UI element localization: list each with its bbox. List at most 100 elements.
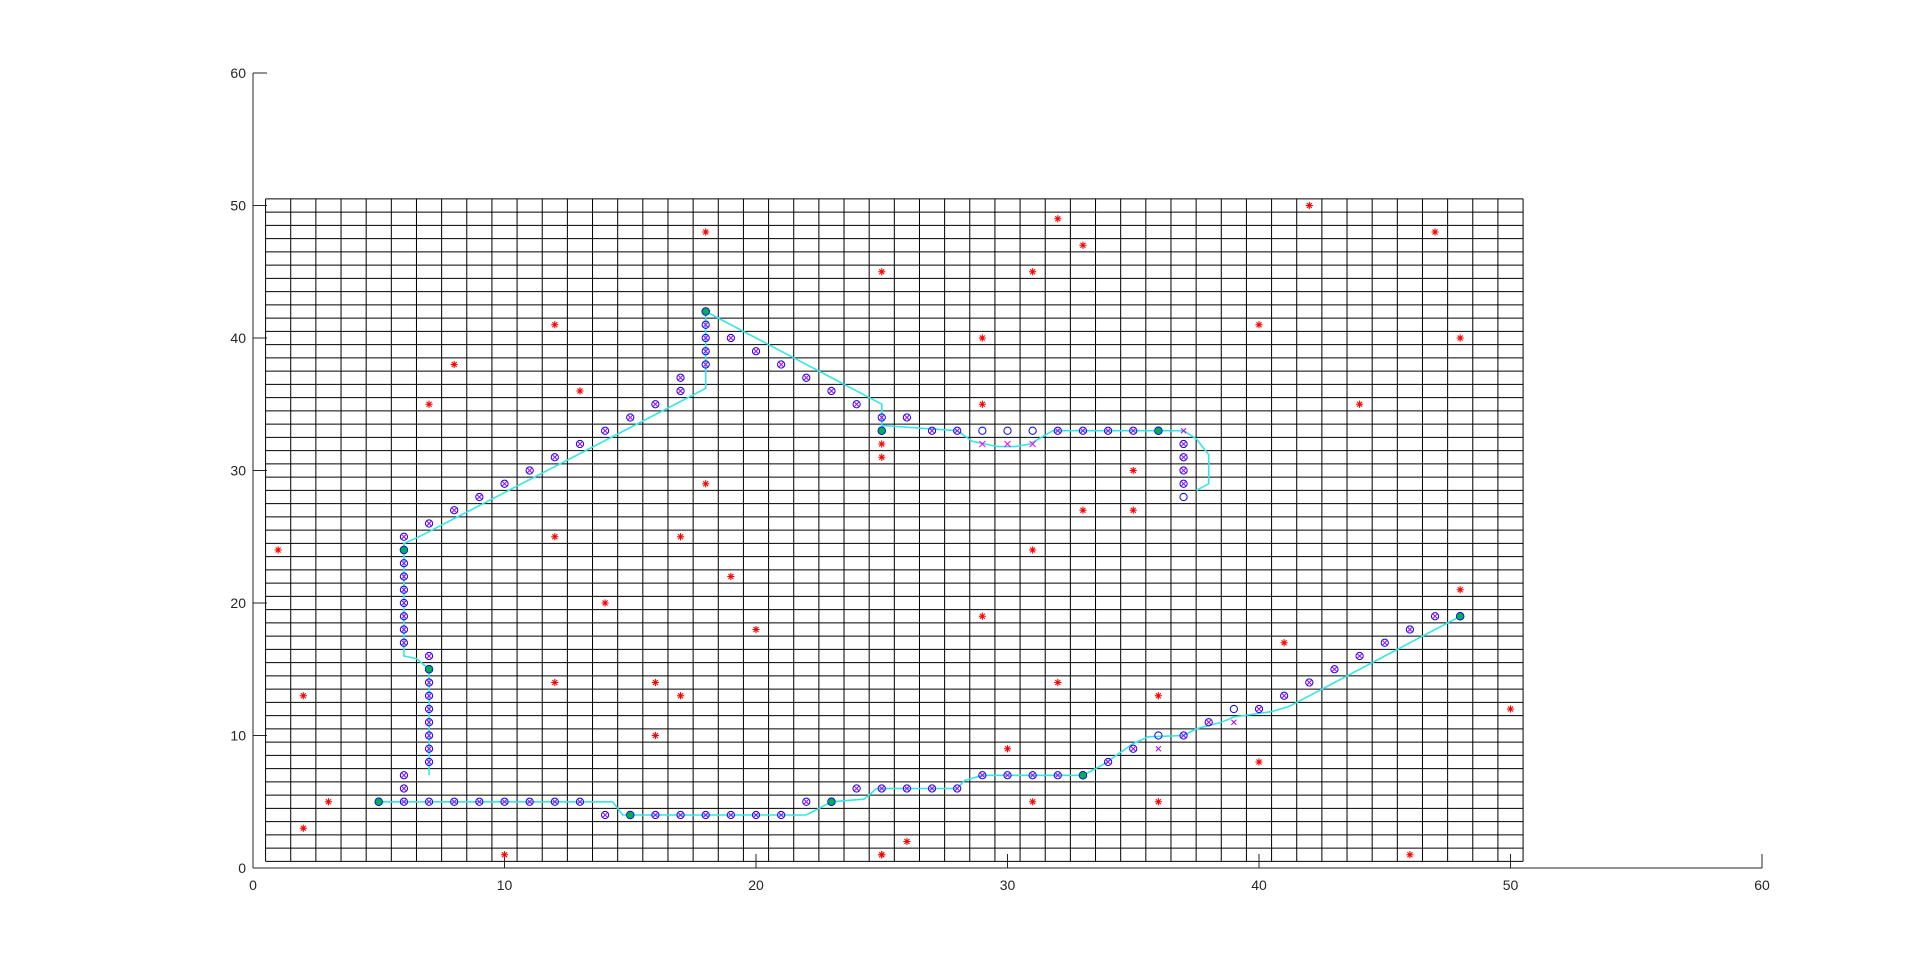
explored-node: [777, 360, 786, 369]
path-marker: [501, 480, 508, 487]
obstacle-marker: [274, 546, 282, 554]
path-marker: [904, 785, 910, 792]
explored-node: [475, 797, 484, 806]
y-tick-label: 40: [230, 330, 246, 346]
path-marker: [878, 414, 885, 421]
explored-node: [399, 532, 408, 541]
obstacle-marker: [1255, 321, 1263, 329]
explored-node: [852, 784, 861, 793]
path-marker: [1105, 759, 1111, 765]
explored-node: [500, 479, 509, 488]
path-marker: [702, 335, 709, 341]
explored-node: [802, 797, 811, 806]
path-marker: [526, 798, 533, 805]
path-marker: [602, 812, 608, 818]
explored-node: [450, 797, 459, 806]
path-marker: [1407, 626, 1413, 633]
obstacle-marker: [299, 692, 307, 700]
explored-node: [1104, 757, 1113, 767]
explored-node: [399, 585, 408, 594]
path-marker: [426, 732, 432, 739]
obstacle-marker: [551, 321, 559, 329]
explored-node: [877, 784, 886, 793]
rejected-marker: [1029, 440, 1037, 448]
obstacle-marker: [551, 678, 559, 687]
explored-node: [651, 400, 660, 409]
key-node: [1078, 771, 1088, 780]
obstacle-marker: [1255, 758, 1263, 766]
key-node: [701, 307, 710, 316]
path-marker: [451, 507, 458, 514]
explored-node: [1104, 426, 1113, 435]
obstacle-marker: [702, 228, 710, 236]
explored-node: [701, 320, 710, 329]
key-node: [399, 545, 409, 555]
path-marker: [1080, 427, 1086, 434]
path-marker: [476, 798, 483, 805]
obstacle-marker: [1029, 546, 1037, 554]
path-marker: [426, 520, 432, 527]
key-node: [1154, 426, 1163, 435]
explored-node: [626, 413, 635, 422]
explored-node: [676, 386, 685, 396]
explored-node: [1003, 426, 1012, 435]
obstacle-marker: [651, 678, 659, 687]
explored-node: [1430, 612, 1440, 621]
explored-node: [1003, 771, 1012, 780]
path-marker: [426, 798, 432, 805]
y-tick-label: 60: [230, 65, 246, 81]
explored-node: [575, 797, 585, 806]
obstacle-marker: [576, 387, 584, 395]
obstacle-marker: [1406, 851, 1414, 859]
markers-layer: [274, 201, 1515, 859]
path-marker: [476, 494, 483, 500]
explored-node: [651, 810, 660, 820]
explored-node: [701, 810, 710, 820]
path-marker: [702, 348, 709, 355]
obstacle-marker: [727, 572, 735, 581]
explored-node: [701, 333, 710, 343]
obstacle-marker: [1029, 798, 1037, 806]
path-marker: [1180, 732, 1187, 739]
x-tick-label: 10: [497, 877, 513, 893]
explored-node: [953, 426, 962, 435]
explored-node: [1028, 771, 1037, 780]
path-marker: [727, 335, 734, 341]
explored-node: [424, 744, 434, 753]
obstacle-marker: [1154, 798, 1162, 806]
x-tick-label: 20: [748, 877, 764, 893]
explored-node: [399, 784, 408, 793]
x-tick-label: 40: [1251, 877, 1267, 893]
key-node: [424, 665, 434, 674]
explored-node: [1129, 744, 1138, 753]
path-marker: [1130, 427, 1137, 434]
path-marker: [501, 798, 508, 805]
obstacle-marker: [1154, 692, 1162, 700]
explored-node: [399, 598, 408, 608]
obstacle-marker: [978, 612, 986, 620]
explored-node: [927, 784, 937, 793]
explored-node: [1355, 651, 1364, 661]
path-marker: [401, 613, 407, 620]
path-marker: [778, 812, 785, 818]
explored-node: [399, 771, 408, 780]
path-marker: [1205, 719, 1212, 726]
obstacle-marker: [978, 400, 986, 408]
explored-node: [1053, 771, 1062, 780]
explored-node: [601, 426, 610, 435]
explored-node: [751, 347, 761, 356]
path-marker: [979, 772, 986, 779]
path-marker: [401, 639, 407, 646]
explored-node: [424, 718, 434, 727]
path-marker: [426, 692, 432, 699]
path-marker: [577, 441, 583, 447]
obstacle-marker: [1431, 228, 1439, 236]
path-marker: [1256, 706, 1262, 712]
path-marker: [401, 586, 407, 593]
path-marker: [929, 785, 935, 792]
path-marker: [1130, 745, 1137, 752]
path-marker: [401, 560, 407, 567]
obstacle-marker: [1054, 215, 1062, 223]
obstacle-marker: [500, 851, 509, 859]
